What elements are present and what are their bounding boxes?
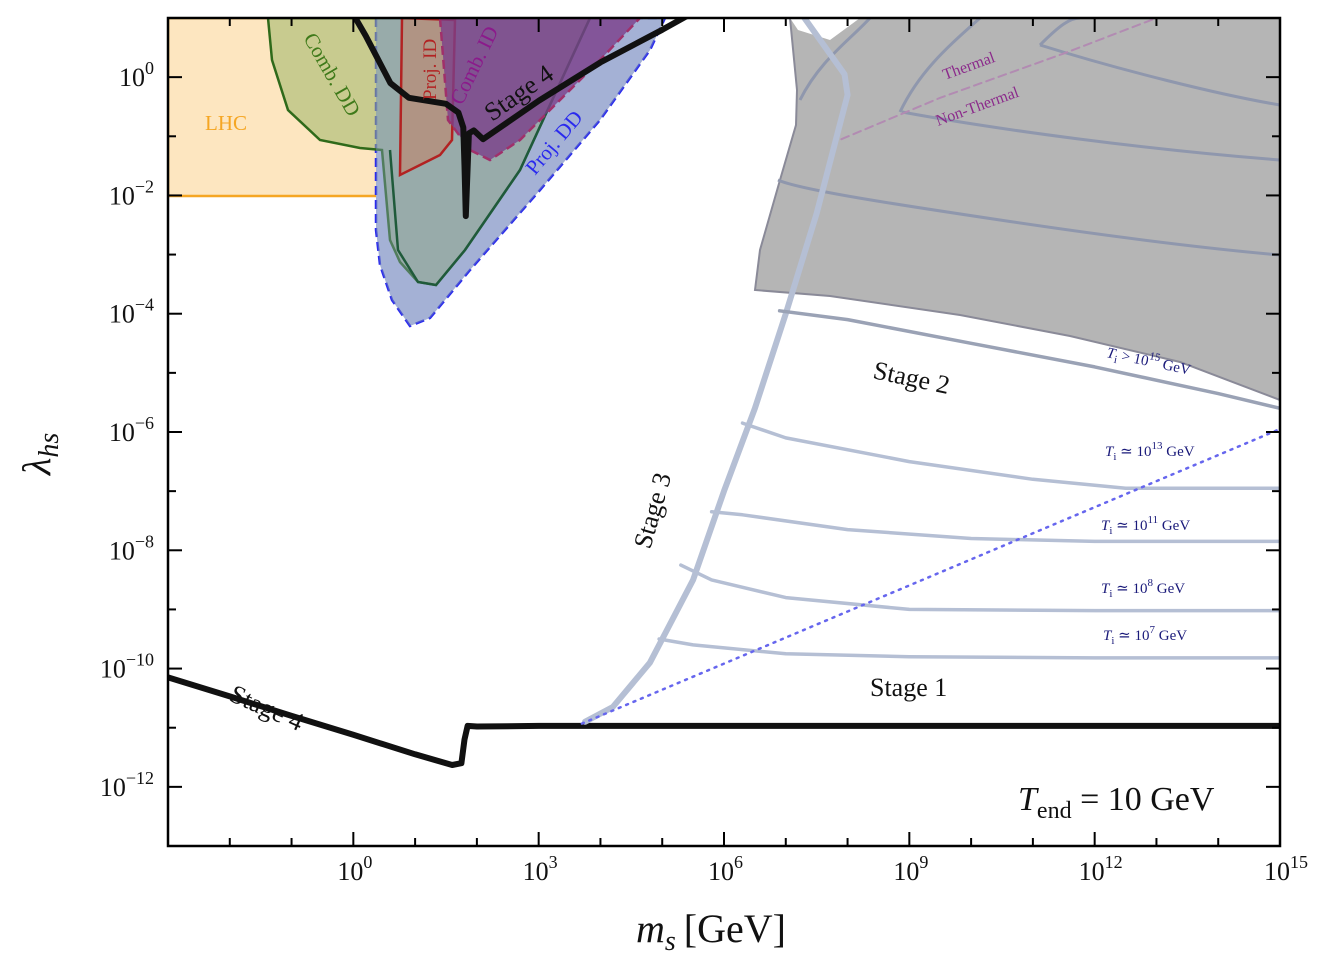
ti-label-11: Ti ≃ 1011 GeV	[1101, 514, 1190, 537]
ti-label-7: Ti ≃ 107 GeV	[1103, 624, 1187, 647]
x-axis-label: ms [GeV]	[636, 906, 786, 957]
x-tick-label: 106	[708, 852, 743, 886]
comb-dd-outline	[388, 18, 592, 287]
excluded-region-grey	[753, 18, 1280, 402]
x-tick-label: 100	[337, 852, 372, 886]
series-line-1	[351, 18, 690, 220]
x-tick-label: 1012	[1079, 852, 1123, 886]
series-line-4	[679, 563, 1280, 613]
y-axis-label: λhs	[14, 433, 65, 476]
y-tick-label: 10−4	[109, 295, 154, 329]
series-line-3	[657, 637, 1280, 660]
label-lhc: LHC	[205, 111, 247, 135]
y-tick-label: 10−12	[100, 768, 154, 802]
ti-label-15: Ti > 1015 GeV	[1105, 341, 1194, 381]
series-line-6	[740, 421, 1280, 490]
ti-label-13: Ti ≃ 1013 GeV	[1105, 440, 1195, 463]
series-line-7	[777, 309, 1280, 411]
label-stage1: Stage 1	[870, 673, 947, 702]
label-proj-id: Proj. ID	[420, 39, 441, 100]
series-line-0	[168, 674, 1280, 768]
series-line-8	[580, 427, 1280, 725]
series-line-9	[840, 18, 1158, 141]
series-line-2	[582, 18, 851, 725]
ticks-layer: 100 103 106 109 1012 1015 100 10−2 10−4 10−6 10−8 1…	[100, 17, 1308, 886]
ti-label-8: Ti ≃ 108 GeV	[1101, 577, 1185, 600]
y-tick-label: 10−8	[109, 531, 154, 565]
comb-id-region	[438, 18, 642, 162]
series-line-5	[709, 510, 1280, 544]
grey-inner-line-3	[898, 18, 1280, 162]
y-tick-label: 10−6	[109, 413, 154, 447]
grey-inner-line-2	[798, 18, 872, 101]
label-tend: Tend = 10 GeV	[1018, 781, 1215, 824]
plot-area	[168, 18, 1280, 768]
y-tick-label: 100	[119, 58, 154, 92]
y-tick-label: 10−2	[109, 176, 154, 210]
x-tick-label: 109	[893, 852, 928, 886]
x-tick-label: 103	[523, 852, 558, 886]
series-layer	[168, 18, 1280, 768]
y-tick-label: 10−10	[100, 650, 154, 684]
x-tick-label: 1015	[1264, 852, 1308, 886]
